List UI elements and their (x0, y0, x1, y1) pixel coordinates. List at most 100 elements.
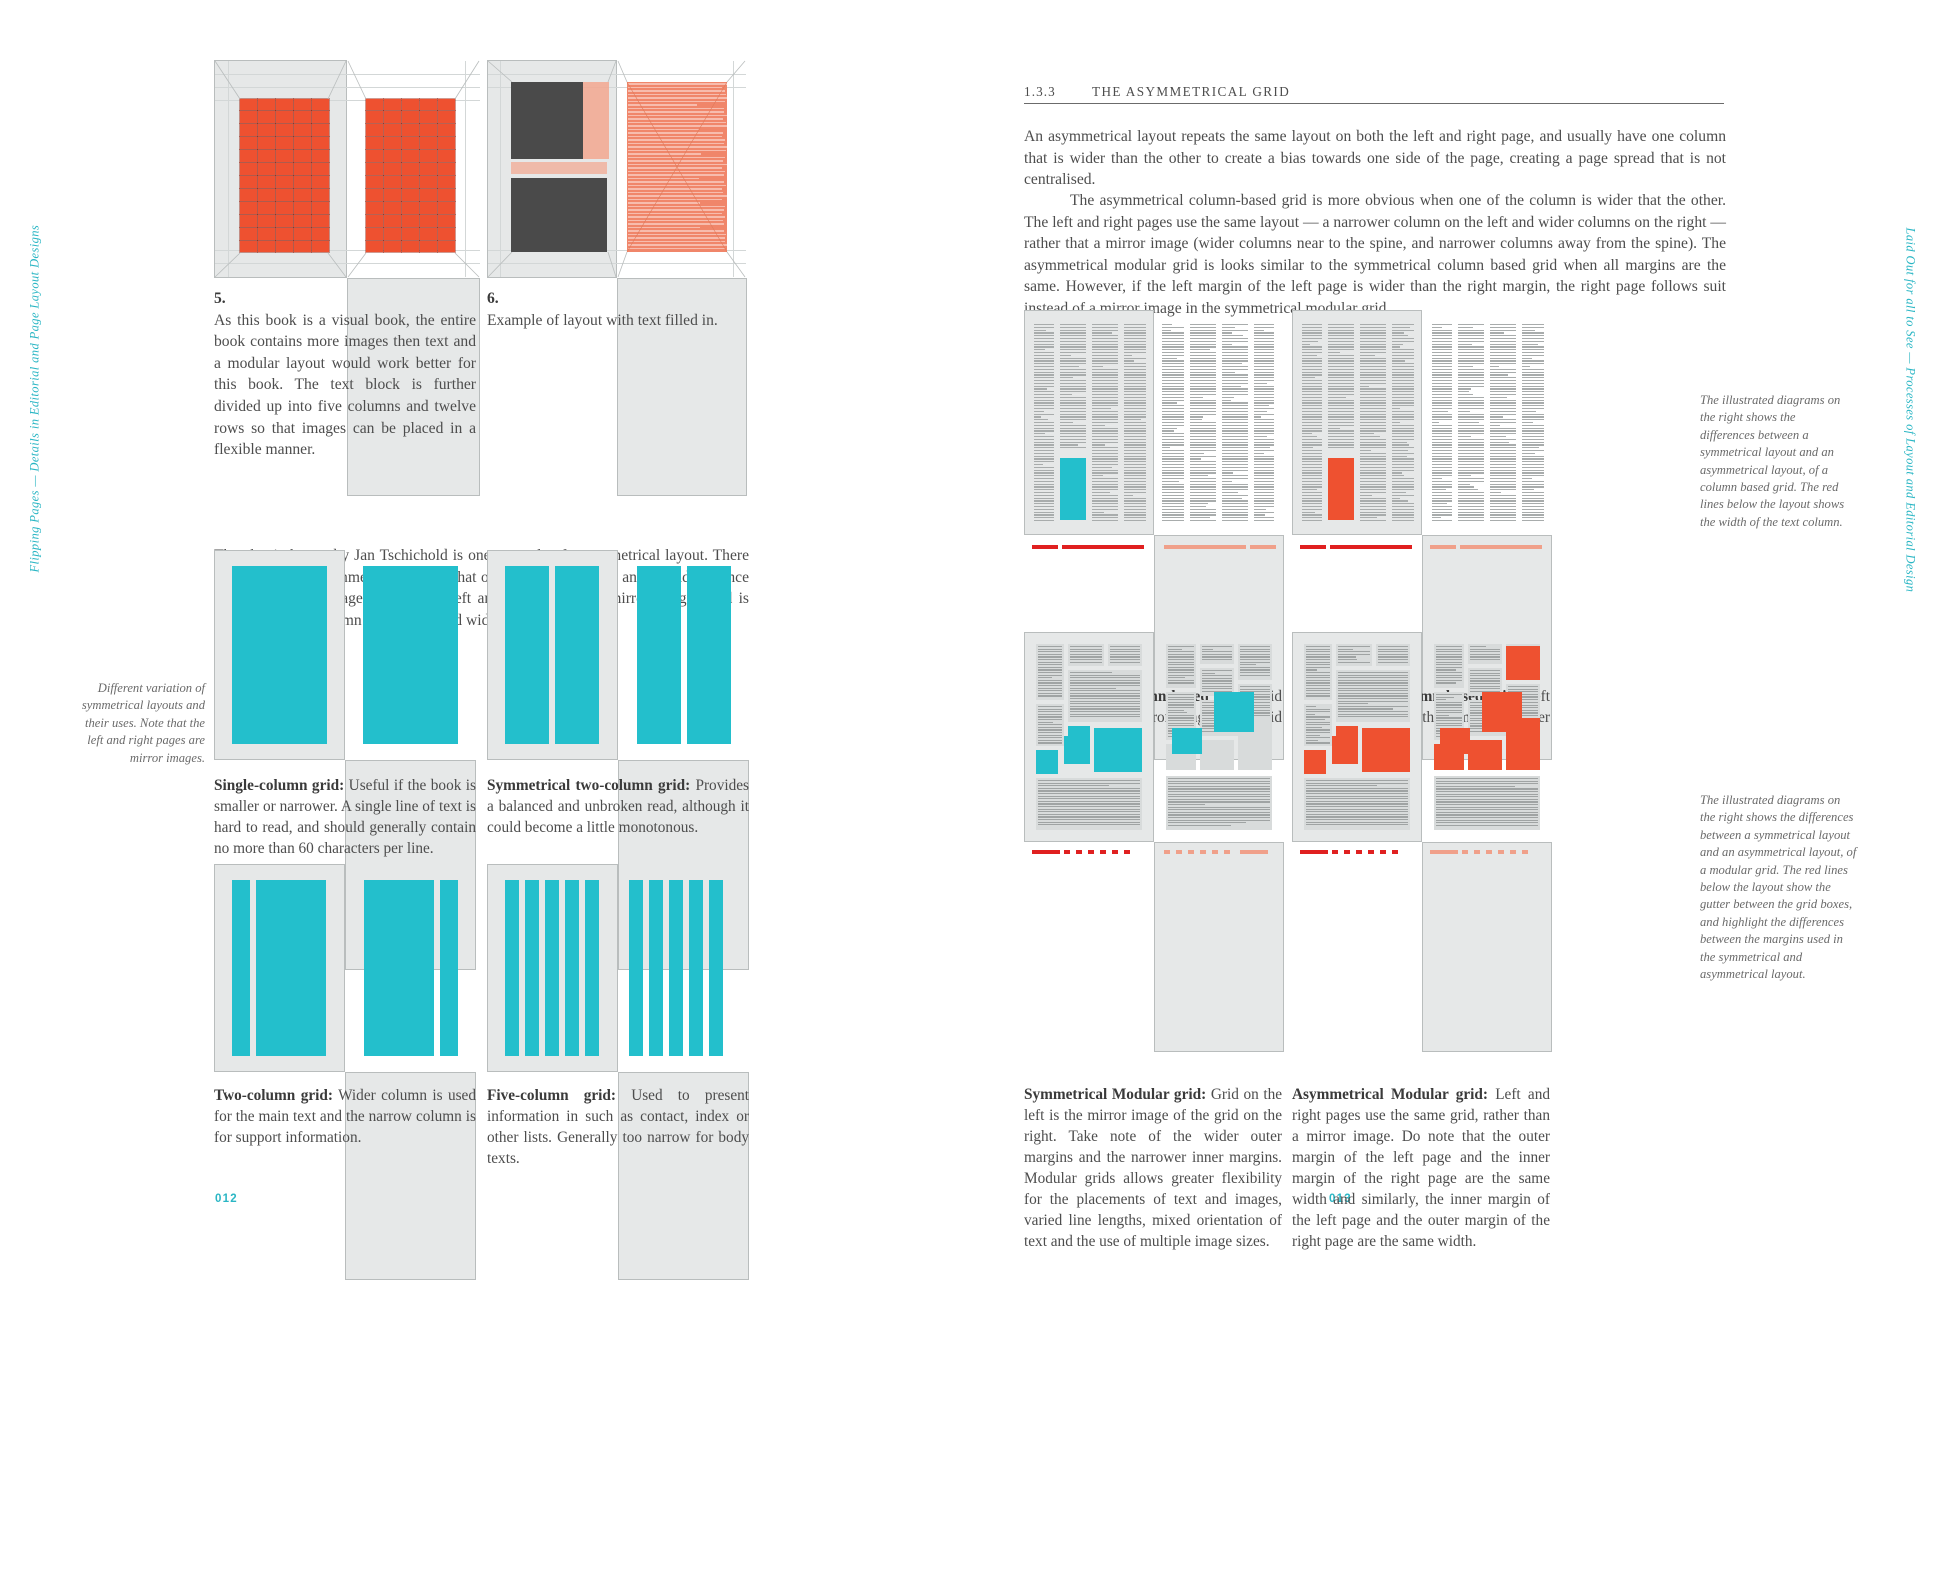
diagram-block (1490, 416, 1503, 417)
diagram-block (1522, 498, 1544, 499)
diagram-block (1436, 778, 1538, 779)
diagram-block (1338, 646, 1370, 647)
diagram-block (1432, 332, 1452, 333)
diagram-block (1432, 509, 1452, 510)
diagram-block (1328, 341, 1354, 342)
diagram-block (1490, 422, 1516, 423)
diagram-block (1490, 363, 1516, 364)
diagram-block (1190, 512, 1216, 513)
diagram-block (1038, 724, 1062, 725)
right-margin-note-2: The illustrated diagrams on the right sh… (1700, 792, 1858, 983)
diagram-block (1124, 366, 1146, 367)
diagram-block (1038, 806, 1140, 807)
diagram-block (1162, 355, 1184, 356)
diagram-block (1458, 436, 1471, 437)
diagram-block (1190, 352, 1216, 353)
diagram-block (1254, 344, 1274, 345)
diagram-block (1168, 794, 1270, 795)
diagram-block (1034, 408, 1054, 409)
diagram-block (1306, 659, 1330, 660)
diagram-block (1306, 722, 1330, 723)
diagram-block (1432, 330, 1452, 331)
diagram-block (1436, 704, 1462, 705)
diagram-block (1034, 484, 1054, 485)
diagram-block (1392, 341, 1414, 342)
diagram-block (1034, 514, 1054, 515)
diagram-block (1490, 414, 1516, 415)
diagram-block (1360, 498, 1386, 499)
diagram-block (1490, 372, 1516, 373)
diagram-block (1328, 360, 1354, 361)
diagram-block (1070, 706, 1140, 707)
diagram-block (1038, 737, 1062, 738)
diagram-block (1222, 433, 1248, 434)
gutter-mark (1380, 850, 1386, 854)
diagram-block (1490, 366, 1499, 367)
diagram-block (1162, 324, 1172, 325)
diagram-block (1162, 464, 1184, 465)
diagram-block (1168, 694, 1194, 695)
diagram-block (1190, 433, 1216, 434)
diagram-block (1490, 453, 1516, 454)
diagram-block (1432, 478, 1442, 479)
diagram-block (1240, 675, 1270, 676)
diagram-block (1060, 419, 1086, 420)
diagram-block (1432, 492, 1452, 493)
diagram-block (1490, 472, 1516, 473)
diagram-block (1254, 383, 1267, 384)
diagram-block (1162, 481, 1179, 482)
diagram-block (1458, 380, 1484, 381)
diagram-block (1036, 778, 1142, 830)
diagram-block (1306, 654, 1330, 655)
diagram-block (1038, 803, 1140, 804)
diagram-block (1304, 778, 1410, 830)
diagram-block (1034, 330, 1046, 331)
caption-single-column-grid: Single-column grid: Useful if the book i… (214, 775, 476, 859)
gutter-mark (1332, 850, 1338, 854)
diagram-block (1092, 402, 1118, 403)
diagram-block (1306, 677, 1330, 678)
diagram-block (1034, 400, 1054, 401)
diagram-block (1338, 680, 1408, 681)
diagram-block (1168, 725, 1194, 726)
diagram-block (1092, 456, 1118, 457)
diagram-block (1522, 386, 1544, 387)
diagram-block (1162, 520, 1184, 521)
diagram-block (1432, 408, 1452, 409)
diagram-block (1168, 720, 1194, 721)
diagram-block (1302, 363, 1322, 364)
diagram-block (1458, 352, 1484, 353)
diagram-block (1432, 363, 1452, 364)
diagram-block (1240, 646, 1270, 647)
diagram-block (1470, 670, 1500, 671)
diagram-block (1034, 520, 1054, 521)
diagram-block (1034, 341, 1054, 342)
diagram-block (1458, 400, 1484, 401)
diagram-block (1360, 422, 1386, 423)
diagram-block (1038, 667, 1062, 668)
diagram-block (1190, 358, 1216, 359)
diagram-symmetrical-two-column-grid (487, 550, 749, 760)
diagram-block (1060, 383, 1086, 384)
diagram-block (1222, 470, 1248, 471)
diagram-block (1038, 796, 1140, 797)
diagram-block (1392, 520, 1414, 521)
diagram-block (1034, 475, 1054, 476)
diagram-block (1378, 651, 1408, 652)
diagram-block (1360, 386, 1369, 387)
diagram-block (1190, 450, 1216, 451)
diagram-block (1068, 670, 1142, 722)
gutter-mark (1200, 850, 1206, 854)
diagram-block (1094, 728, 1142, 772)
diagram-block (1302, 520, 1322, 521)
diagram-block (1328, 391, 1354, 392)
diagram-block (1360, 436, 1380, 437)
diagram-block (1254, 447, 1270, 448)
diagram-block (1306, 651, 1330, 652)
diagram-block (1190, 444, 1216, 445)
diagram-block (1168, 656, 1194, 657)
diagram-block (1038, 814, 1140, 815)
diagram-block (1360, 484, 1386, 485)
diagram-block (1360, 405, 1386, 406)
diagram-block (1360, 391, 1386, 392)
